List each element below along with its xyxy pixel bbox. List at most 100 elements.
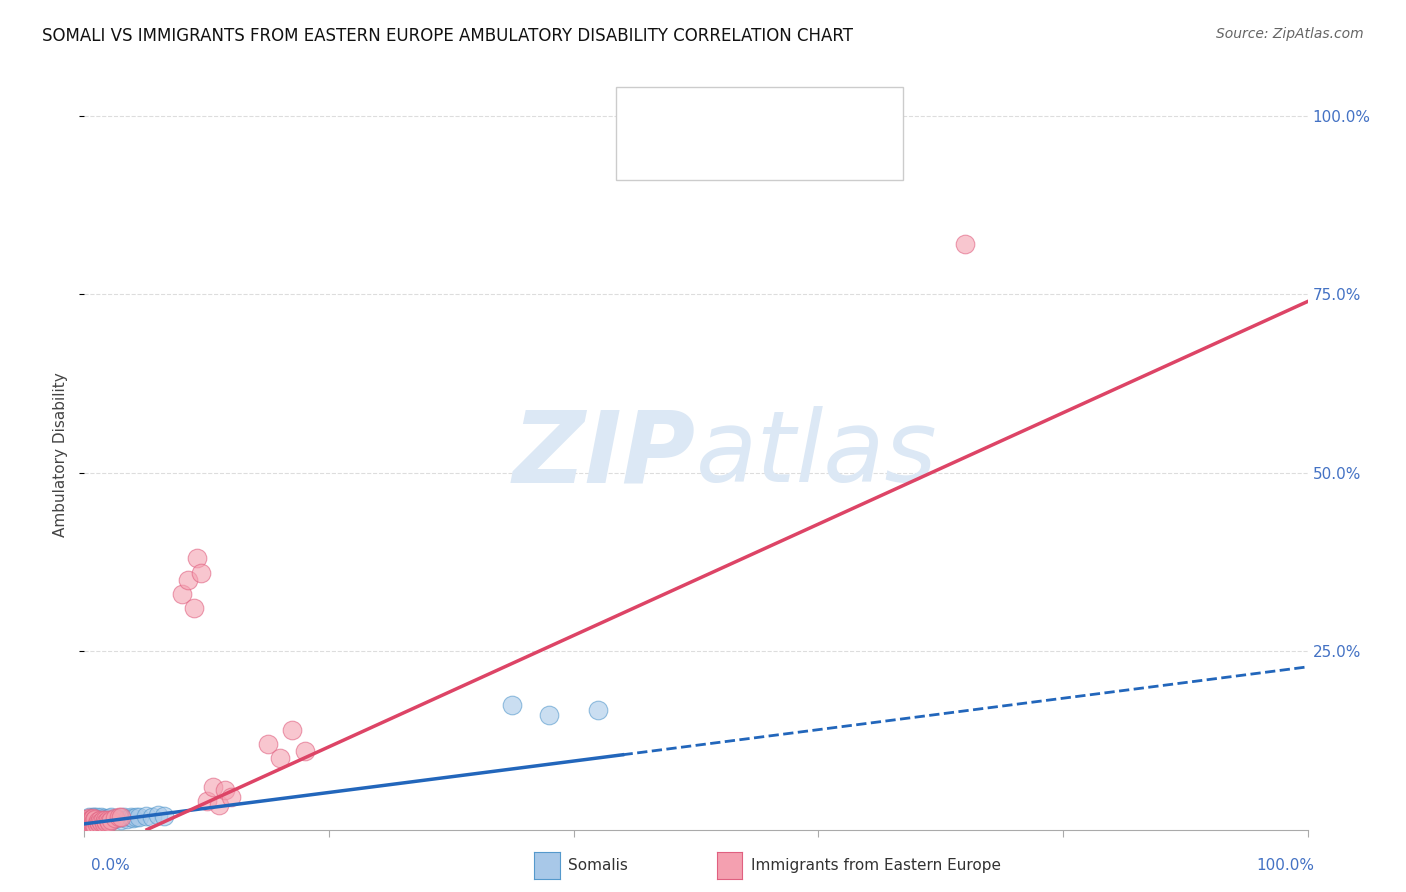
- Point: [79, 814, 101, 828]
- Point: [96, 815, 118, 830]
- Point: [77, 818, 100, 832]
- Point: [93, 811, 115, 825]
- Point: [77, 811, 100, 825]
- Point: [186, 551, 208, 566]
- Point: [281, 723, 304, 737]
- Point: [153, 809, 176, 823]
- Point: [76, 817, 98, 831]
- Point: [80, 818, 103, 832]
- Point: [269, 751, 291, 765]
- Point: [122, 811, 145, 825]
- Point: [135, 809, 157, 823]
- Point: [93, 816, 115, 830]
- Point: [84, 812, 107, 826]
- Point: [84, 818, 107, 832]
- Point: [105, 811, 128, 825]
- Point: [183, 601, 205, 615]
- Point: [94, 814, 117, 829]
- Point: [953, 237, 976, 252]
- Point: [104, 812, 127, 826]
- Point: [77, 816, 100, 830]
- Point: [83, 810, 105, 824]
- Point: [89, 815, 111, 830]
- Point: [77, 810, 100, 824]
- Point: [97, 811, 120, 825]
- Point: [79, 819, 101, 833]
- Point: [79, 813, 101, 827]
- Point: [190, 566, 212, 580]
- Point: [77, 817, 100, 831]
- Point: [110, 813, 132, 827]
- Point: [77, 819, 100, 833]
- Point: [83, 817, 105, 831]
- Point: [77, 817, 100, 831]
- Point: [80, 811, 103, 825]
- Point: [208, 797, 231, 812]
- Point: [76, 812, 98, 826]
- Text: N = 49: N = 49: [758, 147, 815, 161]
- Point: [502, 698, 524, 712]
- Point: [172, 587, 194, 601]
- Point: [128, 810, 150, 824]
- Point: [96, 812, 118, 826]
- Text: atlas: atlas: [696, 407, 938, 503]
- Point: [90, 815, 112, 830]
- Point: [83, 813, 105, 827]
- Point: [84, 819, 107, 833]
- Point: [100, 813, 122, 827]
- Point: [141, 810, 163, 824]
- Point: [87, 812, 110, 826]
- Point: [86, 810, 108, 824]
- Point: [146, 808, 169, 822]
- Text: Immigrants from Eastern Europe: Immigrants from Eastern Europe: [751, 858, 1001, 872]
- Point: [75, 814, 97, 828]
- Text: SOMALI VS IMMIGRANTS FROM EASTERN EUROPE AMBULATORY DISABILITY CORRELATION CHART: SOMALI VS IMMIGRANTS FROM EASTERN EUROPE…: [42, 27, 853, 45]
- Point: [214, 783, 236, 797]
- Point: [79, 820, 101, 834]
- Y-axis label: Ambulatory Disability: Ambulatory Disability: [53, 373, 69, 537]
- Point: [87, 814, 110, 828]
- Point: [75, 819, 97, 833]
- Point: [80, 817, 103, 831]
- Point: [219, 790, 242, 805]
- Point: [104, 811, 127, 825]
- Point: [98, 814, 121, 828]
- Point: [80, 812, 103, 826]
- Point: [97, 815, 120, 830]
- Point: [115, 812, 138, 826]
- Point: [82, 817, 104, 831]
- Point: [125, 810, 148, 824]
- Point: [97, 813, 120, 827]
- Point: [87, 814, 110, 828]
- Point: [86, 817, 108, 831]
- Text: N = 53: N = 53: [758, 106, 815, 120]
- Point: [257, 737, 280, 751]
- Point: [82, 816, 104, 830]
- Point: [76, 818, 98, 832]
- Point: [86, 816, 108, 830]
- Point: [91, 814, 114, 828]
- Text: 0.0%: 0.0%: [91, 858, 131, 872]
- Point: [538, 708, 561, 723]
- Point: [76, 814, 98, 828]
- Point: [91, 813, 114, 827]
- Point: [97, 814, 120, 828]
- Point: [110, 810, 132, 824]
- Point: [83, 818, 105, 832]
- Point: [586, 703, 609, 717]
- Point: [84, 812, 107, 826]
- Point: [79, 818, 101, 832]
- Text: R = 0.811: R = 0.811: [666, 147, 758, 161]
- Point: [87, 816, 110, 830]
- Point: [195, 794, 218, 808]
- Point: [77, 812, 100, 826]
- Point: [120, 810, 142, 824]
- Text: R = 0.681: R = 0.681: [666, 106, 758, 120]
- Point: [177, 573, 200, 587]
- Point: [100, 810, 122, 824]
- Point: [89, 814, 111, 828]
- Point: [94, 814, 117, 828]
- Point: [201, 780, 224, 794]
- Point: [76, 817, 98, 831]
- Text: 100.0%: 100.0%: [1257, 858, 1315, 872]
